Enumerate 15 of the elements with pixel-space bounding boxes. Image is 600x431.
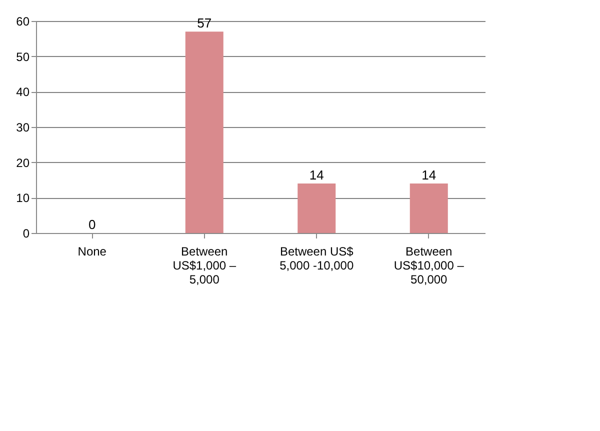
y-tick-label: 20: [16, 156, 30, 170]
data-label: 0: [88, 217, 96, 232]
y-tick-label: 40: [16, 85, 30, 100]
data-label: 14: [422, 168, 436, 183]
x-tick-label: Between US$1,000 – 5,000: [172, 244, 236, 286]
y-tick-label: 0: [22, 226, 30, 240]
data-label: 57: [197, 16, 212, 31]
y-tick-label: 30: [16, 120, 30, 134]
x-tick-label: Between US$ 5,000 -10,000: [280, 244, 354, 272]
y-tick-label: 50: [16, 50, 30, 64]
x-tick-label: None: [78, 244, 107, 258]
y-tick-label: 60: [16, 14, 30, 28]
x-tick-label: Between US$10,000 – 50,000: [394, 244, 464, 286]
y-tick-label: 10: [16, 191, 30, 206]
data-label: 14: [309, 168, 324, 183]
